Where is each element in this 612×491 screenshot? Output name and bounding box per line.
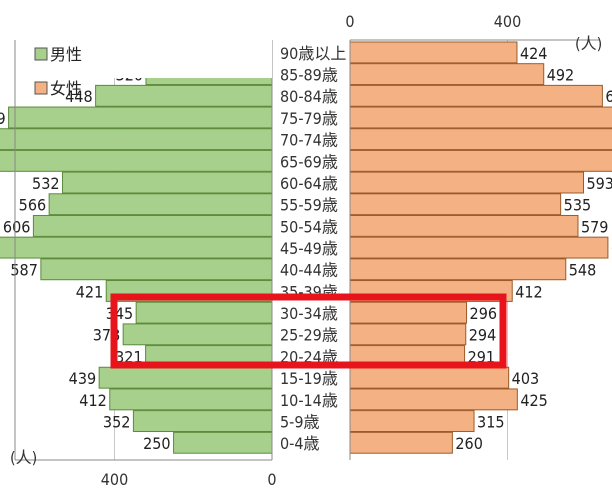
bar-female xyxy=(349,149,612,172)
legend-swatch-female xyxy=(34,81,48,95)
value-label-male: 587 xyxy=(10,261,37,280)
bar-male xyxy=(62,171,273,194)
age-label: 55-59歳 xyxy=(280,196,338,215)
bar-male xyxy=(109,388,273,411)
bar-female xyxy=(349,366,510,389)
value-label-male: 421 xyxy=(76,282,103,301)
bar-male xyxy=(95,84,273,107)
value-label-female: 579 xyxy=(581,217,608,236)
male-tick-label: 0 xyxy=(267,470,276,489)
value-label-female: 425 xyxy=(520,391,547,410)
bar-male xyxy=(98,366,273,389)
age-label: 15-19歳 xyxy=(280,369,338,388)
bar-female xyxy=(349,410,475,433)
age-label: 0-4歳 xyxy=(280,434,320,453)
age-label: 65-69歳 xyxy=(280,152,338,171)
bar-male xyxy=(40,258,273,281)
bar-female xyxy=(349,214,579,237)
age-label: 30-34歳 xyxy=(280,304,338,323)
legend: 男性 女性 xyxy=(24,36,272,98)
value-label-male: 606 xyxy=(3,217,30,236)
value-label-female: 641 xyxy=(605,87,612,106)
age-label: 10-14歳 xyxy=(280,391,338,410)
age-label: 45-49歳 xyxy=(280,239,338,258)
bar-male xyxy=(132,410,273,433)
value-label-male: 412 xyxy=(79,391,106,410)
value-label-male: 250 xyxy=(143,434,170,453)
axes: 1,200800400004008001,200 xyxy=(14,12,600,489)
bar-female xyxy=(349,106,612,129)
legend-label-male: 男性 xyxy=(50,45,82,64)
value-label-female: 492 xyxy=(547,66,574,85)
female-tick-label: 0 xyxy=(345,12,354,31)
value-label-female: 535 xyxy=(564,196,591,215)
age-labels: 90歳以上 85-89歳 80-84歳 75-79歳 70-74歳 65-69歳 60-64… xyxy=(280,44,346,453)
value-labels: 1764243204924486416697337888786937375325… xyxy=(0,44,612,453)
bar-female xyxy=(349,388,518,411)
bar-male xyxy=(0,149,273,172)
bar-male xyxy=(8,106,273,129)
bar-male xyxy=(135,301,273,324)
bar-female xyxy=(349,41,518,64)
age-label: 25-29歳 xyxy=(280,326,338,345)
value-label-female: 548 xyxy=(569,261,596,280)
female-tick-label: 400 xyxy=(494,12,521,31)
legend-background xyxy=(24,36,272,78)
age-label: 80-84歳 xyxy=(280,87,338,106)
legend-swatch-male xyxy=(34,47,48,61)
age-label: 60-64歳 xyxy=(280,174,338,193)
bar-female xyxy=(349,171,584,194)
bar-female xyxy=(349,323,467,346)
bar-male xyxy=(32,214,273,237)
bar-female xyxy=(349,128,612,151)
age-label: 85-89歳 xyxy=(280,66,338,85)
bar-male xyxy=(48,193,273,216)
age-label: 75-79歳 xyxy=(280,109,338,128)
age-label: 5-9歳 xyxy=(280,412,320,431)
bar-female xyxy=(349,236,609,259)
bars xyxy=(0,41,612,454)
bar-female xyxy=(349,258,567,281)
legend-label-female: 女性 xyxy=(50,79,82,98)
age-label: 40-44歳 xyxy=(280,261,338,280)
value-label-male: 448 xyxy=(65,87,92,106)
value-label-female: 315 xyxy=(477,412,504,431)
value-label-male: 345 xyxy=(106,304,133,323)
value-label-female: 424 xyxy=(520,44,547,63)
value-label-female: 296 xyxy=(470,304,497,323)
unit-label-right: (人) xyxy=(575,34,602,53)
value-label-female: 412 xyxy=(515,282,542,301)
value-label-female: 260 xyxy=(455,434,482,453)
bar-male xyxy=(122,323,273,346)
value-label-male: 669 xyxy=(0,109,6,128)
bar-female xyxy=(349,431,453,454)
bar-female xyxy=(349,193,562,216)
bar-female xyxy=(349,63,545,86)
bar-male xyxy=(0,236,273,259)
value-label-female: 294 xyxy=(469,326,496,345)
unit-label-left: (人) xyxy=(10,448,37,467)
bar-female xyxy=(349,301,468,324)
male-tick-label: 400 xyxy=(101,470,128,489)
value-label-male: 352 xyxy=(103,412,130,431)
age-label: 70-74歳 xyxy=(280,131,338,150)
value-label-male: 439 xyxy=(69,369,96,388)
value-label-male: 532 xyxy=(32,174,59,193)
value-label-female: 655 xyxy=(611,239,612,258)
bar-male xyxy=(0,128,273,151)
age-label: 50-54歳 xyxy=(280,217,338,236)
value-label-male: 566 xyxy=(19,196,46,215)
value-label-female: 593 xyxy=(586,174,612,193)
age-label: 90歳以上 xyxy=(280,44,346,63)
bar-male xyxy=(173,431,273,454)
highlight-box xyxy=(110,293,507,369)
value-label-female: 403 xyxy=(512,369,539,388)
bar-female xyxy=(349,84,603,107)
